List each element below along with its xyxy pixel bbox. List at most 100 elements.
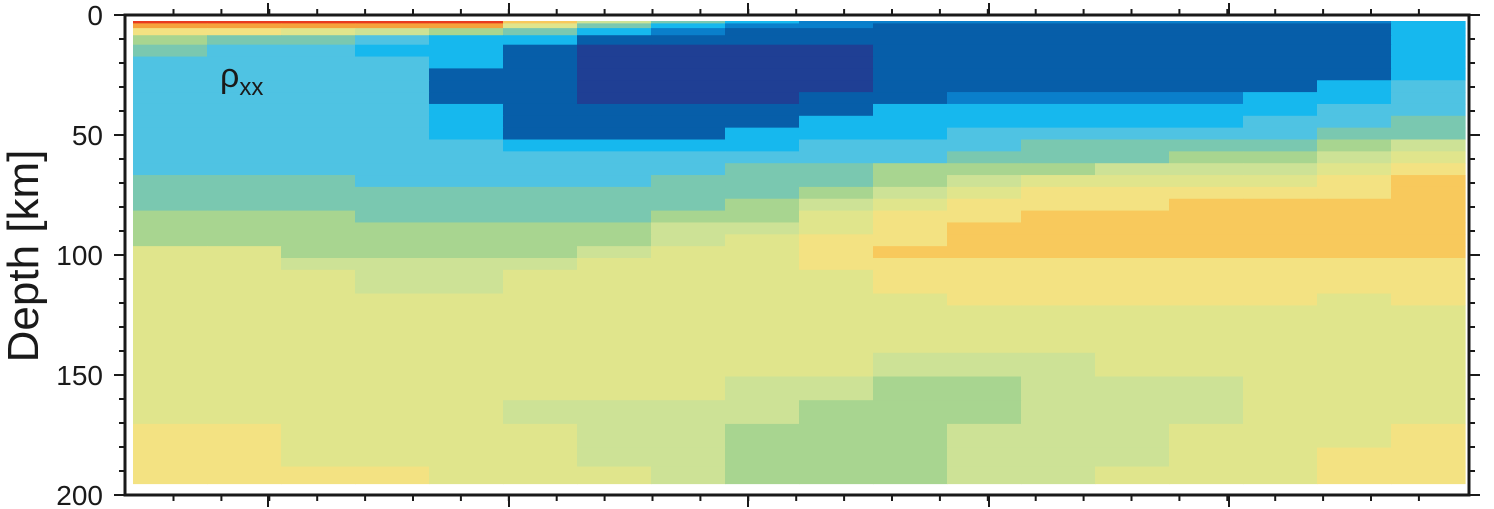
heatmap-cell	[355, 352, 430, 378]
heatmap-cell	[503, 423, 578, 449]
heatmap-cell	[1391, 115, 1466, 129]
heatmap-cell	[1169, 234, 1244, 247]
heatmap-cell	[725, 258, 800, 271]
heatmap-cell	[725, 293, 800, 306]
heatmap-cell	[281, 80, 356, 93]
heatmap-cell	[1391, 68, 1466, 81]
heatmap-cell	[133, 210, 208, 224]
heatmap-cell	[503, 198, 578, 212]
heatmap-cell	[281, 68, 356, 81]
heatmap-cell	[1095, 258, 1170, 271]
heatmap-cell	[651, 21, 726, 24]
heatmap-cell	[429, 103, 504, 117]
heatmap-cell	[651, 400, 726, 425]
heatmap-cell	[799, 35, 874, 46]
heatmap-cell	[133, 246, 208, 259]
heatmap-cell	[725, 305, 800, 330]
heatmap-cell	[577, 92, 652, 105]
heatmap-cell	[133, 305, 208, 330]
heatmap-cell	[1391, 198, 1466, 212]
heatmap-cell	[429, 92, 504, 105]
heatmap-cell	[133, 222, 208, 235]
heatmap-cell	[1021, 115, 1096, 129]
heatmap-cell	[1021, 222, 1096, 235]
heatmap-cell	[873, 281, 948, 295]
y-tick-label: 150	[56, 360, 103, 391]
heatmap-cell	[133, 293, 208, 306]
heatmap-cell	[1169, 400, 1244, 425]
heatmap-cell	[281, 23, 356, 29]
heatmap-cell	[1169, 68, 1244, 81]
heatmap-cell	[429, 269, 504, 283]
heatmap-cell	[651, 258, 726, 271]
heatmap-cell	[133, 400, 208, 425]
heatmap-cell	[281, 139, 356, 152]
heatmap-cell	[207, 163, 282, 176]
heatmap-cell	[281, 246, 356, 259]
heatmap-cell	[429, 234, 504, 247]
heatmap-cell	[1317, 163, 1392, 176]
heatmap-cell	[725, 103, 800, 117]
heatmap-cell	[1243, 293, 1318, 306]
heatmap-cell	[725, 68, 800, 81]
heatmap-cell	[207, 423, 282, 449]
heatmap-cell	[1243, 376, 1318, 401]
heatmap-cell	[577, 28, 652, 36]
heatmap-cell	[503, 210, 578, 224]
axis-ticks: 0 50 100 150 200	[56, 0, 1480, 509]
heatmap-cell	[799, 210, 874, 224]
heatmap-cell	[577, 293, 652, 306]
heatmap-cell	[503, 246, 578, 259]
heatmap-cell	[429, 186, 504, 200]
heatmap-cell	[873, 210, 948, 224]
heatmap-cell	[1243, 68, 1318, 81]
heatmap-cell	[1169, 163, 1244, 176]
heatmap-cell	[503, 293, 578, 306]
heatmap-cell	[281, 56, 356, 69]
heatmap-cell	[1021, 68, 1096, 81]
heatmap-cell	[1095, 127, 1170, 141]
heatmap-cell	[873, 127, 948, 141]
heatmap-cell	[207, 103, 282, 117]
heatmap-cell	[651, 35, 726, 46]
heatmap-cell	[429, 198, 504, 212]
heatmap-cell	[873, 329, 948, 354]
heatmap-cell	[1391, 400, 1466, 425]
heatmap-cell	[1169, 269, 1244, 283]
heatmap-cell	[1317, 198, 1392, 212]
heatmap-cell	[577, 56, 652, 69]
heatmap-cell	[1169, 92, 1244, 105]
heatmap-cell	[1317, 246, 1392, 259]
heatmap-cell	[651, 103, 726, 117]
heatmap-cell	[577, 376, 652, 401]
heatmap-cell	[1391, 246, 1466, 259]
heatmap-cell	[133, 281, 208, 295]
heatmap-cell	[133, 376, 208, 401]
heatmap-cell	[1021, 198, 1096, 212]
heatmap-cell	[1317, 115, 1392, 129]
heatmap-cell	[1169, 293, 1244, 306]
heatmap-cell	[503, 329, 578, 354]
heatmap-cell	[725, 175, 800, 188]
heatmap-cell	[133, 115, 208, 129]
heatmap-cell	[207, 400, 282, 425]
heatmap-cell	[1169, 447, 1244, 468]
heatmap-cell	[1021, 175, 1096, 188]
heatmap-cell	[1021, 234, 1096, 247]
heatmap-cell	[429, 258, 504, 271]
heatmap-cell	[355, 281, 430, 295]
heatmap-cell	[577, 44, 652, 58]
heatmap-cell	[281, 163, 356, 176]
heatmap-cell	[651, 68, 726, 81]
heatmap-cell	[725, 246, 800, 259]
heatmap-cell	[1095, 56, 1170, 69]
heatmap-cell	[651, 151, 726, 164]
heatmap-cell	[1169, 305, 1244, 330]
heatmap-cell	[429, 281, 504, 295]
heatmap-cell	[725, 92, 800, 105]
heatmap-cell	[1169, 44, 1244, 58]
heatmap-cell	[133, 175, 208, 188]
heatmap-cell	[355, 186, 430, 200]
heatmap-cell	[725, 23, 800, 29]
y-tick-label: 0	[87, 0, 103, 31]
